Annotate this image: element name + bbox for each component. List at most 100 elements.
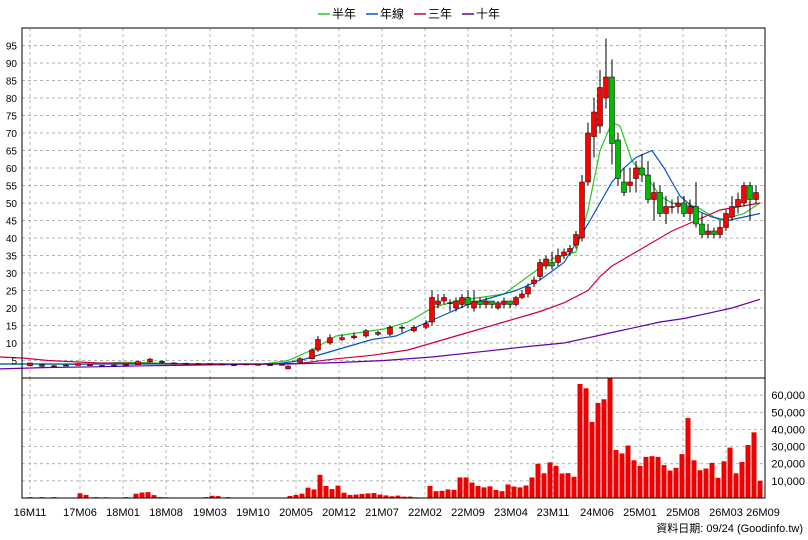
candle-58 bbox=[567, 245, 573, 256]
volume-bar-64 bbox=[499, 491, 505, 498]
x-tick-label-14: 25M01 bbox=[623, 507, 657, 519]
candle-body-46 bbox=[495, 302, 501, 309]
candle-body-15 bbox=[207, 363, 213, 365]
candle-13 bbox=[183, 362, 189, 365]
candle-89 bbox=[753, 185, 759, 203]
candle-1 bbox=[39, 364, 45, 367]
candle-body-26 bbox=[327, 337, 333, 344]
candle-15 bbox=[207, 363, 213, 365]
price-tick-label-3: 20 bbox=[6, 304, 18, 315]
candle-body-37 bbox=[441, 297, 447, 302]
candle-body-16 bbox=[219, 363, 225, 366]
price-tick-label-13: 70 bbox=[6, 129, 18, 140]
candle-40 bbox=[459, 294, 465, 308]
volume-bar-45 bbox=[383, 495, 389, 498]
volume-tick-label-1: 20,000 bbox=[771, 459, 805, 471]
volume-bar-34 bbox=[317, 474, 323, 498]
volume-bar-87 bbox=[637, 465, 643, 498]
candle-10 bbox=[147, 358, 153, 363]
candle-body-12 bbox=[171, 362, 177, 365]
legend-label-0: 半年 bbox=[332, 7, 356, 21]
candle-body-39 bbox=[453, 300, 459, 309]
candle-body-53 bbox=[537, 262, 543, 277]
volume-tick-label-3: 40,000 bbox=[771, 424, 805, 436]
volume-bar-41 bbox=[359, 493, 365, 498]
volume-bar-12 bbox=[145, 492, 151, 498]
x-tick-label-16: 26M03 bbox=[709, 507, 743, 519]
candle-body-11 bbox=[159, 360, 165, 363]
candle-56 bbox=[555, 248, 561, 266]
volume-bar-47 bbox=[395, 495, 401, 498]
candle-body-69 bbox=[633, 167, 639, 179]
price-tick-label-0: 5 bbox=[11, 357, 17, 368]
ma-line-0 bbox=[0, 121, 761, 366]
candle-body-49 bbox=[513, 297, 519, 305]
candle-body-19 bbox=[255, 364, 261, 366]
volume-bar-37 bbox=[335, 485, 341, 498]
volume-bar-49 bbox=[407, 496, 413, 498]
candle-body-40 bbox=[459, 297, 465, 305]
candle-body-48 bbox=[507, 300, 513, 305]
candle-body-81 bbox=[705, 230, 711, 235]
candle-body-67 bbox=[621, 181, 627, 193]
volume-bar-65 bbox=[505, 484, 511, 498]
candle-44 bbox=[483, 297, 489, 308]
volume-bar-84 bbox=[619, 453, 625, 498]
candle-body-43 bbox=[477, 300, 483, 305]
candle-body-29 bbox=[363, 330, 369, 337]
candle-64 bbox=[603, 38, 609, 109]
candle-69 bbox=[633, 161, 639, 193]
price-tick-label-15: 80 bbox=[6, 94, 18, 105]
volume-bar-4 bbox=[77, 493, 83, 498]
candle-28 bbox=[351, 332, 357, 340]
candle-45 bbox=[489, 300, 495, 308]
volume-bar-85 bbox=[625, 445, 631, 498]
legend: 半年 年線 三年 十年 bbox=[318, 6, 500, 21]
candle-body-23 bbox=[297, 358, 303, 363]
candle-82 bbox=[711, 227, 717, 238]
candle-20 bbox=[267, 364, 273, 366]
candle-body-84 bbox=[723, 213, 729, 228]
candle-body-86 bbox=[735, 199, 741, 207]
candle-body-59 bbox=[573, 234, 579, 246]
candle-body-66 bbox=[615, 139, 621, 179]
volume-bar-104 bbox=[739, 462, 745, 498]
x-tick-label-4: 19M03 bbox=[193, 507, 227, 519]
price-tick-label-18: 95 bbox=[6, 42, 18, 53]
candle-body-57 bbox=[561, 251, 567, 256]
candle-body-54 bbox=[543, 258, 549, 267]
volume-bar-35 bbox=[323, 486, 329, 498]
volume-bar-70 bbox=[535, 463, 541, 498]
candle-31 bbox=[387, 325, 393, 336]
candle-65 bbox=[609, 59, 615, 165]
candle-60 bbox=[579, 175, 585, 242]
x-tick-label-17: 26M09 bbox=[746, 507, 780, 519]
candle-78 bbox=[687, 199, 693, 221]
candle-5 bbox=[87, 364, 93, 367]
candle-59 bbox=[573, 231, 579, 249]
volume-bar-5 bbox=[83, 494, 89, 498]
candle-3 bbox=[63, 364, 69, 367]
candle-body-7 bbox=[111, 364, 117, 367]
volume-bar-73 bbox=[553, 465, 559, 498]
candle-body-50 bbox=[519, 293, 525, 298]
candle-body-3 bbox=[63, 364, 69, 367]
candle-81 bbox=[705, 224, 711, 238]
candle-body-10 bbox=[147, 358, 153, 363]
volume-bar-99 bbox=[709, 462, 715, 498]
candle-body-27 bbox=[339, 337, 345, 340]
price-tick-label-10: 55 bbox=[6, 182, 18, 193]
volume-bar-21 bbox=[215, 496, 221, 498]
x-tick-label-13: 24M06 bbox=[580, 507, 614, 519]
volume-bar-55 bbox=[445, 489, 451, 498]
x-tick-label-15: 25M08 bbox=[666, 507, 700, 519]
legend-label-3: 十年 bbox=[476, 7, 500, 21]
volume-bar-107 bbox=[757, 480, 763, 498]
candle-87 bbox=[741, 182, 747, 207]
candle-71 bbox=[645, 161, 651, 203]
candle-body-5 bbox=[87, 364, 93, 367]
volume-bar-52 bbox=[427, 486, 433, 498]
candle-body-58 bbox=[567, 248, 573, 253]
candle-49 bbox=[513, 295, 519, 307]
